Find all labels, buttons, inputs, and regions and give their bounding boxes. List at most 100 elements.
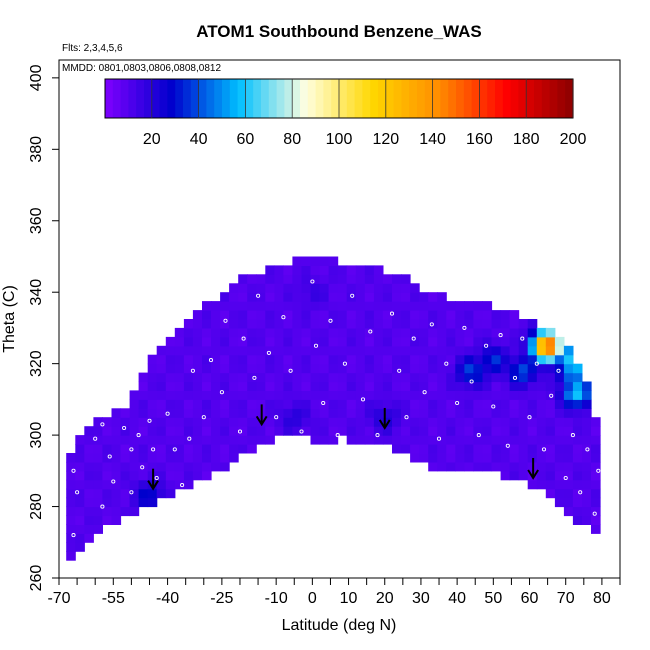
heatmap-cell	[211, 453, 221, 463]
heatmap-cell	[591, 515, 601, 525]
heatmap-cell	[392, 283, 402, 293]
heatmap-cell	[582, 461, 592, 472]
heatmap-cell	[283, 283, 293, 293]
heatmap-cell	[554, 390, 565, 400]
sample-point	[151, 447, 156, 452]
heatmap-cell	[75, 444, 85, 454]
heatmap-cell	[364, 381, 375, 391]
heatmap-cell	[455, 327, 465, 338]
heatmap-cell	[292, 390, 302, 400]
heatmap-cell	[509, 319, 520, 329]
heatmap-cell	[165, 470, 176, 481]
heatmap-cell	[211, 408, 221, 418]
heatmap-cell	[518, 435, 529, 445]
heatmap-cell	[211, 327, 221, 338]
colorbar-segment	[214, 79, 223, 118]
heatmap-cell	[301, 310, 312, 320]
heatmap-cell	[373, 274, 384, 284]
heatmap-cell	[382, 301, 393, 311]
heatmap-cell	[410, 327, 420, 338]
heatmap-cell	[147, 435, 158, 445]
heatmap-cell	[247, 292, 257, 302]
x-tick-label: -55	[102, 590, 125, 607]
colorbar-segment	[300, 79, 309, 118]
heatmap-cell	[373, 390, 384, 400]
heatmap-cell	[93, 435, 103, 445]
heatmap-cell	[346, 408, 357, 418]
heatmap-cell	[482, 336, 493, 347]
heatmap-cell	[582, 470, 592, 481]
heatmap-cell	[545, 399, 556, 409]
heatmap-cell	[310, 256, 321, 266]
heatmap-cell	[220, 327, 230, 338]
heatmap-cell	[545, 461, 556, 472]
heatmap-cell	[301, 336, 312, 347]
heatmap-cell	[355, 354, 366, 365]
heatmap-cell	[554, 336, 565, 347]
heatmap-cell	[283, 345, 293, 356]
heatmap-cell	[401, 336, 411, 347]
heatmap-cell	[202, 381, 212, 391]
heatmap-cell	[211, 461, 221, 472]
heatmap-cell	[247, 417, 257, 427]
heatmap-cell	[355, 363, 366, 374]
heatmap-cell	[392, 274, 402, 284]
heatmap-cell	[428, 345, 438, 356]
heatmap-cell	[455, 336, 465, 347]
sample-point	[578, 490, 583, 495]
heatmap-cell	[202, 426, 212, 436]
heatmap-cell	[337, 426, 348, 436]
heatmap-cell	[256, 292, 266, 302]
heatmap-cell	[500, 319, 511, 329]
sample-point	[335, 433, 340, 438]
heatmap-cell	[192, 453, 203, 463]
heatmap-cell	[364, 265, 375, 275]
heatmap-cell	[256, 327, 266, 338]
sample-point	[172, 447, 177, 452]
heatmap-cell	[138, 453, 149, 463]
heatmap-cell	[527, 319, 538, 329]
heatmap-cell	[482, 372, 493, 383]
heatmap-cell	[572, 497, 583, 508]
heatmap-cell	[301, 426, 312, 436]
arrow-head	[147, 480, 159, 491]
heatmap-cell	[563, 488, 574, 499]
heatmap-cell	[66, 533, 76, 543]
heatmap-cell	[482, 381, 493, 391]
colorbar-segment	[510, 79, 519, 118]
heatmap-cell	[482, 444, 493, 454]
heatmap-cell	[364, 354, 375, 365]
heatmap-cell	[220, 292, 230, 302]
colorbar-segment	[253, 79, 262, 118]
heatmap-cell	[509, 453, 520, 463]
arrow-marker	[147, 468, 159, 491]
heatmap-cell	[536, 354, 547, 365]
heatmap-cell	[563, 399, 574, 409]
heatmap-cell	[283, 336, 293, 347]
heatmap-cell	[518, 399, 529, 409]
heatmap-cell	[111, 515, 122, 525]
heatmap-cell	[373, 283, 384, 293]
heatmap-cell	[455, 310, 465, 320]
colorbar-segment	[284, 79, 293, 118]
heatmap-cell	[220, 372, 230, 383]
heatmap-cell	[120, 444, 131, 454]
sample-point	[527, 415, 532, 420]
heatmap-cell	[256, 399, 266, 409]
heatmap-cell	[274, 274, 284, 284]
heatmap-cell	[346, 399, 357, 409]
heatmap-cell	[500, 426, 511, 436]
heatmap-cell	[337, 336, 348, 347]
heatmap-cell	[410, 399, 420, 409]
heatmap-cell	[419, 426, 429, 436]
heatmap-cell	[536, 336, 547, 347]
heatmap-cell	[165, 417, 176, 427]
heatmap-cell	[455, 363, 465, 374]
heatmap-cell	[192, 310, 203, 320]
heatmap-cell	[572, 426, 583, 436]
colorbar-segment	[331, 79, 340, 118]
heatmap-cell	[491, 336, 502, 347]
heatmap-cell	[238, 399, 248, 409]
x-axis-label: Latitude (deg N)	[282, 617, 397, 634]
sample-point	[75, 490, 80, 495]
